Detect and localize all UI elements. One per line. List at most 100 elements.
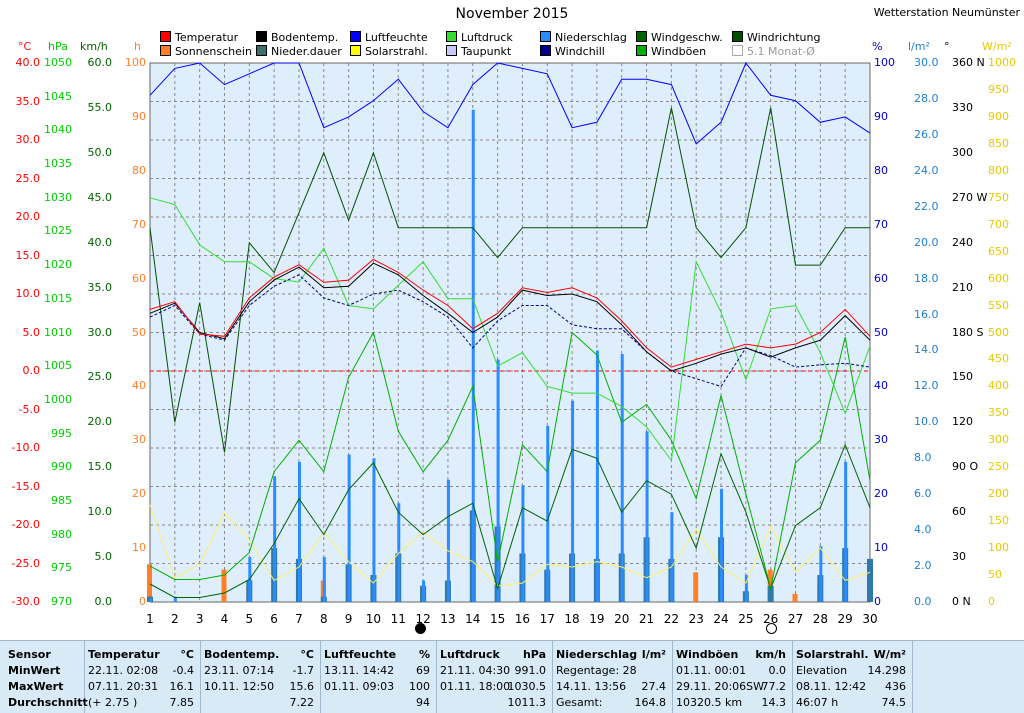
axis-tick-wind: 60.0: [87, 56, 113, 69]
rain-bar: [645, 431, 649, 602]
chart-title: November 2015: [455, 6, 569, 22]
x-tick-label: 12: [415, 612, 431, 626]
rain-bar: [422, 580, 426, 602]
stats-cell: Bodentemp.: [204, 648, 280, 661]
new-moon-icon: [415, 623, 426, 634]
stats-column-divider: [320, 641, 321, 713]
stats-cell: km/h: [755, 648, 786, 661]
axis-tick-rain: 30.0: [914, 56, 939, 69]
axis-unit-direction: °: [944, 40, 950, 53]
x-tick-label: 22: [663, 612, 680, 626]
stats-cell: 01.11. 00:01: [676, 664, 747, 677]
axis-tick-sun: 40: [132, 379, 146, 393]
stats-cell: 16.1: [169, 680, 195, 693]
stats-cell: 14.3: [761, 696, 787, 709]
stats-cell: Gesamt:: [556, 696, 603, 709]
axis-tick-wind: 25.0: [87, 370, 113, 384]
stats-column-divider: [84, 641, 85, 713]
stats-cell: 14.298: [867, 664, 907, 677]
legend-item: Luftdruck: [446, 31, 513, 44]
stats-cell: 94: [416, 696, 430, 709]
legend-label: Sonnenschein: [175, 45, 252, 58]
rain-bar: [297, 461, 301, 602]
axis-tick-solar: 200: [988, 487, 1009, 501]
stats-column-divider: [912, 641, 913, 713]
stats-column-divider: [552, 641, 553, 713]
legend-item: Sonnenschein: [160, 45, 252, 58]
legend-swatch: [160, 45, 171, 56]
station-name: Wetterstation Neumünster: [873, 6, 1020, 19]
axis-tick-solar: 850: [988, 136, 1009, 150]
series-line-windben: [149, 331, 871, 589]
stats-cell: hPa: [522, 648, 546, 661]
stats-cell: 23.11. 07:14: [204, 664, 275, 677]
axis-tick-temp: -5.0: [18, 402, 40, 416]
x-tick-label: 7: [295, 612, 303, 626]
series-line-bodentemp: [149, 262, 871, 372]
axis-tick-solar: 700: [988, 217, 1009, 231]
legend-label: Temperatur: [175, 31, 239, 44]
axis-tick-wind: 45.0: [87, 190, 113, 204]
axis-unit-wind: km/h: [80, 40, 108, 53]
stats-cell: 7.85: [169, 696, 195, 709]
axis-tick-direction: 30: [952, 550, 966, 564]
axis-tick-temp: 20.0: [15, 210, 41, 223]
x-tick-label: 13: [440, 612, 456, 626]
axis-tick-pressure: 1005: [44, 359, 72, 373]
axis-tick-solar: 150: [988, 514, 1009, 528]
axis-tick-rain: 16.0: [914, 307, 939, 321]
x-tick-label: 9: [344, 612, 353, 626]
legend-swatch: [540, 31, 551, 42]
axis-tick-sun: 30: [132, 433, 146, 447]
sunshine-bar: [221, 569, 227, 602]
stats-cell: 46:07 h: [796, 696, 839, 709]
axis-tick-pressure: 1035: [44, 157, 72, 171]
axis-tick-solar: 0: [988, 595, 995, 608]
axis-tick-rain: 22.0: [914, 199, 939, 213]
axis-tick-wind: 20.0: [87, 415, 113, 429]
rain-bar: [322, 557, 326, 602]
axis-tick-solar: 550: [988, 298, 1009, 312]
stats-column-divider: [792, 641, 793, 713]
stats-cell: 1030.5: [507, 680, 547, 693]
axis-tick-wind: 35.0: [87, 280, 113, 294]
legend-label: Windrichtung: [747, 31, 821, 44]
rain-bar: [521, 485, 525, 602]
axis-tick-pressure: 1020: [44, 258, 72, 272]
legend-swatch: [160, 31, 171, 42]
axis-tick-pressure: 975: [51, 561, 72, 575]
legend-swatch: [446, 45, 457, 56]
rain-bar: [149, 598, 152, 602]
axis-tick-sun: 100: [125, 56, 146, 69]
legend-label: Taupunkt: [461, 45, 512, 58]
rain-bar: [670, 512, 674, 602]
rain-duration-bar: [767, 585, 774, 602]
x-tick-label: 2: [170, 612, 179, 626]
rain-bar: [496, 359, 500, 602]
sunshine-bar: [693, 572, 699, 602]
stats-panel: Sensor MinWert MaxWert Durchschnitt Temperat…: [0, 640, 1024, 713]
legend-item: Niederschlag: [540, 31, 627, 44]
stats-cell: 991.0: [514, 664, 547, 677]
axis-tick-sun: 70: [132, 217, 146, 231]
chart-plot: [147, 62, 873, 603]
stats-cell: Regentage: 28: [556, 664, 637, 677]
axis-tick-wind: 30.0: [87, 325, 113, 339]
rain-bar: [446, 479, 450, 602]
axis-tick-solar: 800: [988, 163, 1009, 177]
legend-item: Windrichtung: [732, 31, 820, 44]
axis-tick-sun: 80: [132, 163, 146, 177]
full-moon-icon: [766, 623, 777, 634]
axis-tick-sun: 50: [132, 325, 146, 339]
axis-tick-solar: 400: [988, 379, 1009, 393]
stats-cell: Luftfeuchte: [324, 648, 397, 661]
axis-tick-solar: 300: [988, 433, 1009, 447]
axis-tick-wind: 0.0: [94, 595, 113, 608]
rain-bar: [471, 109, 475, 603]
axis-tick-direction: 0 N: [952, 595, 971, 608]
legend-swatch: [540, 45, 551, 56]
stats-cell: 77.2: [761, 680, 787, 693]
legend-swatch: [350, 31, 361, 42]
series-line-windgeschw: [149, 443, 871, 598]
axis-tick-direction: 150: [952, 370, 973, 384]
